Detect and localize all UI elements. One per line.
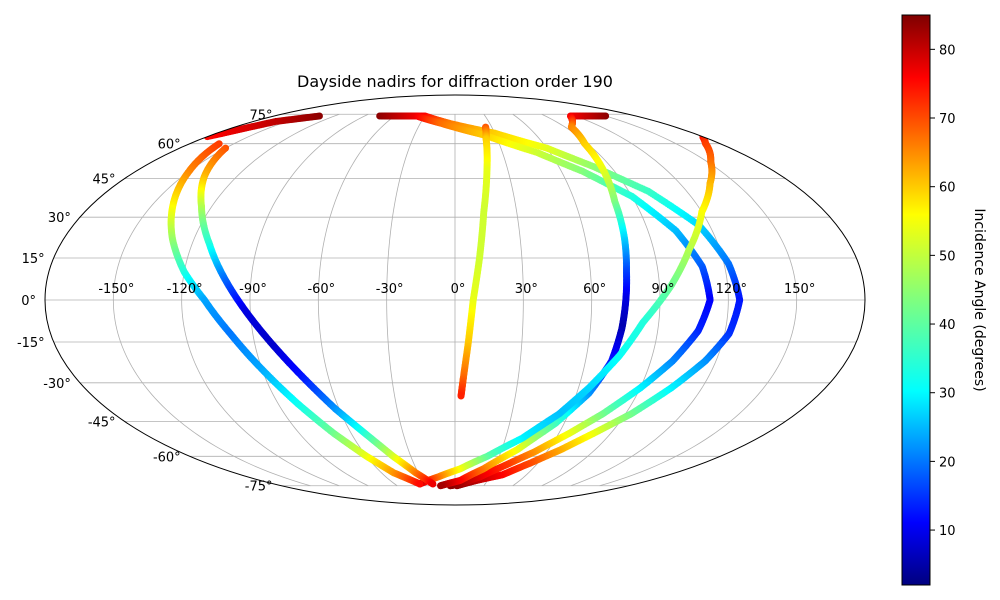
latitude-labels: 75° 60° 45° 30° 15° 0° -15° -30° -45° -60° -75° bbox=[17, 108, 273, 494]
longitude-tick-label: 150° bbox=[784, 282, 815, 297]
longitude-labels: -150° -120° -90° -60° -30° 0° 30° 60° 90° 120° 150… bbox=[98, 282, 815, 297]
colorbar-gradient bbox=[901, 14, 931, 586]
longitude-tick-label: -90° bbox=[239, 282, 267, 297]
gridline-longitude bbox=[512, 113, 593, 487]
data-point bbox=[429, 480, 437, 488]
longitude-tick-label: 90° bbox=[651, 282, 674, 297]
longitude-tick-label: -150° bbox=[98, 282, 134, 297]
longitude-tick-label: 60° bbox=[583, 282, 606, 297]
longitude-tick-label: -120° bbox=[167, 282, 203, 297]
longitude-tick-label: 0° bbox=[451, 282, 466, 297]
gridline-longitude bbox=[483, 114, 524, 486]
colorbar-tick-label: 70 bbox=[939, 112, 956, 127]
longitude-tick-label: -30° bbox=[376, 282, 404, 297]
data-point bbox=[416, 480, 424, 488]
map-boundary bbox=[44, 94, 866, 506]
latitude-tick-label: 45° bbox=[93, 173, 116, 188]
latitude-tick-label: 30° bbox=[48, 211, 71, 226]
latitude-tick-label: 15° bbox=[22, 252, 45, 267]
colorbar-tick-label: 40 bbox=[939, 318, 956, 333]
colorbar-label: Incidence Angle (degrees) bbox=[971, 208, 987, 391]
latitude-tick-label: 60° bbox=[158, 138, 181, 153]
longitude-tick-label: 30° bbox=[515, 282, 538, 297]
latitude-tick-label: 0° bbox=[21, 294, 36, 309]
chart-title: Dayside nadirs for diffraction order 190 bbox=[297, 72, 613, 91]
longitude-tick-label: 120° bbox=[716, 282, 747, 297]
colorbar-tick-label: 10 bbox=[939, 524, 956, 539]
gridline-longitude bbox=[249, 113, 369, 487]
data-points bbox=[167, 112, 744, 490]
gridline-longitude bbox=[570, 113, 729, 487]
latitude-tick-label: -45° bbox=[88, 415, 116, 430]
latitude-tick-label: -60° bbox=[153, 450, 181, 465]
gridline-longitude bbox=[317, 113, 398, 487]
colorbar-tick-label: 50 bbox=[939, 249, 956, 264]
gridline-longitude bbox=[181, 113, 340, 487]
latitude-tick-label: -75° bbox=[245, 480, 273, 495]
colorbar-ticks: 10 20 30 40 50 60 70 80 bbox=[930, 43, 956, 539]
colorbar-tick-label: 20 bbox=[939, 455, 956, 470]
data-point bbox=[457, 392, 465, 400]
colorbar: 10 20 30 40 50 60 70 80 Incidence Angle (degree… bbox=[901, 14, 987, 586]
data-point bbox=[437, 482, 445, 490]
latitude-tick-label: -30° bbox=[43, 377, 71, 392]
longitude-tick-label: -60° bbox=[307, 282, 335, 297]
colorbar-tick-label: 80 bbox=[939, 43, 956, 58]
latitude-tick-label: -15° bbox=[17, 336, 45, 351]
colorbar-tick-label: 30 bbox=[939, 387, 956, 402]
latitude-tick-label: 75° bbox=[249, 108, 272, 123]
colorbar-tick-label: 60 bbox=[939, 181, 956, 196]
gridline-longitude bbox=[386, 114, 427, 486]
